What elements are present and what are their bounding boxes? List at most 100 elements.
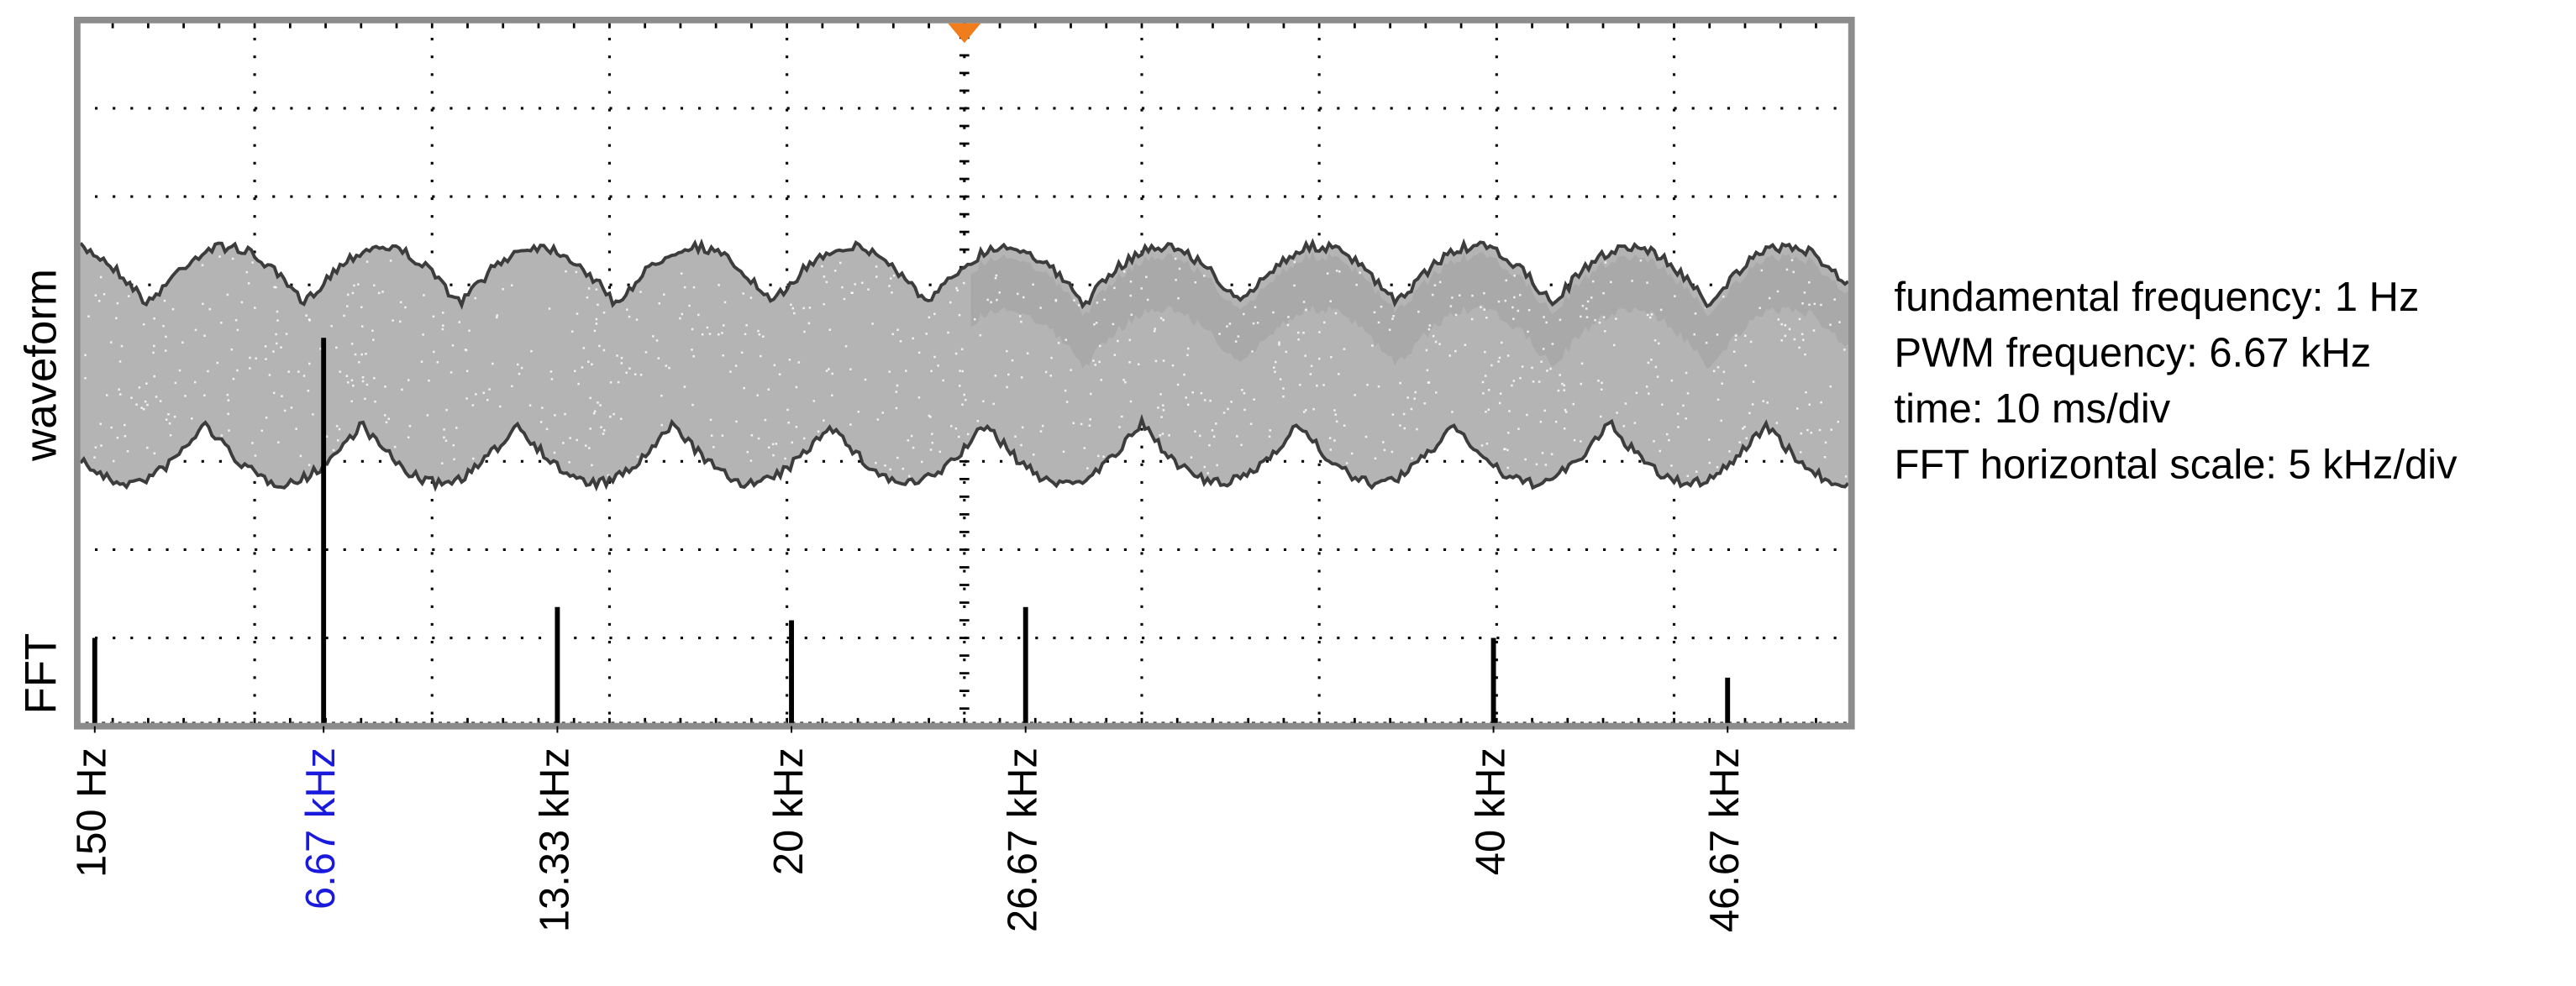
waveform-speckle — [839, 261, 842, 265]
waveform-speckle — [1487, 408, 1490, 412]
waveform-speckle — [1820, 303, 1822, 307]
waveform-speckle — [709, 418, 712, 422]
waveform-speckle — [1749, 340, 1753, 344]
waveform-speckle — [118, 360, 122, 363]
waveform-speckle — [1326, 272, 1329, 275]
waveform-speckle — [350, 343, 354, 345]
waveform-speckle — [1413, 397, 1416, 400]
waveform-speckle — [1661, 403, 1664, 406]
waveform-speckle — [465, 397, 468, 400]
waveform-speckle — [1844, 475, 1848, 478]
waveform-speckle — [982, 400, 985, 403]
waveform-speckle — [749, 296, 753, 299]
waveform-speckle — [1054, 299, 1058, 302]
waveform-speckle — [591, 464, 593, 467]
waveform-speckle — [87, 315, 90, 317]
waveform-speckle — [539, 421, 543, 423]
waveform-speckle — [1256, 322, 1259, 324]
waveform-speckle — [1018, 315, 1022, 317]
waveform-speckle — [162, 324, 165, 328]
waveform-speckle — [658, 302, 661, 305]
waveform-speckle — [1374, 457, 1377, 460]
waveform-speckle — [599, 404, 602, 406]
waveform-speckle — [1427, 328, 1431, 331]
waveform-speckle — [275, 342, 278, 345]
waveform-speckle — [193, 380, 197, 384]
waveform-speckle — [471, 404, 475, 406]
waveform-speckle — [1382, 441, 1385, 443]
waveform-speckle — [1707, 438, 1711, 441]
waveform-speckle — [118, 388, 120, 391]
waveform-speckle — [1543, 316, 1545, 318]
waveform-speckle — [584, 444, 587, 447]
waveform-speckle — [1659, 308, 1663, 312]
waveform-speckle — [757, 437, 760, 440]
waveform-speckle — [912, 337, 914, 340]
waveform-speckle — [165, 418, 168, 421]
waveform-speckle — [1293, 284, 1296, 287]
waveform-speckle — [895, 406, 898, 410]
waveform-speckle — [1738, 441, 1741, 443]
waveform-speckle — [1343, 348, 1346, 350]
waveform-speckle — [1057, 342, 1060, 344]
waveform-speckle — [1095, 322, 1098, 324]
waveform-speckle — [361, 380, 365, 383]
waveform-speckle — [1194, 430, 1196, 433]
annotation: fundamental frequency: 1 Hz — [1895, 275, 2420, 320]
waveform-speckle — [745, 323, 748, 327]
waveform-speckle — [942, 379, 944, 382]
waveform-speckle — [1784, 323, 1787, 327]
waveform-speckle — [1590, 296, 1593, 299]
waveform-speckle — [1487, 389, 1490, 391]
waveform-speckle — [1096, 454, 1100, 458]
waveform-speckle — [1513, 274, 1517, 277]
waveform-speckle — [254, 454, 257, 457]
waveform-speckle — [207, 370, 209, 373]
waveform-speckle — [1602, 291, 1605, 295]
waveform-speckle — [821, 265, 823, 268]
waveform-speckle — [1454, 313, 1458, 317]
waveform-speckle — [1425, 349, 1428, 352]
waveform-speckle — [100, 444, 103, 447]
waveform-speckle — [354, 353, 357, 356]
waveform-speckle — [1622, 425, 1626, 427]
waveform-speckle — [660, 394, 663, 397]
waveform-speckle — [1748, 412, 1751, 415]
waveform-speckle — [1335, 420, 1338, 423]
waveform-speckle — [793, 312, 796, 315]
waveform-speckle — [408, 425, 412, 427]
waveform-speckle — [1734, 338, 1737, 341]
waveform-speckle — [1098, 360, 1101, 364]
waveform-speckle — [791, 441, 794, 444]
waveform-speckle — [275, 333, 277, 336]
waveform-speckle — [146, 446, 149, 449]
waveform-speckle — [1490, 364, 1493, 367]
waveform-speckle — [600, 426, 602, 428]
waveform-speckle — [343, 314, 345, 317]
waveform-speckle — [220, 322, 223, 324]
waveform-speckle — [625, 308, 628, 311]
x-tick-label: 6.67 kHz — [298, 747, 344, 910]
waveform-speckle — [917, 396, 921, 399]
waveform-speckle — [817, 430, 820, 433]
waveform-speckle — [657, 357, 660, 359]
waveform-speckle — [502, 287, 504, 291]
waveform-speckle — [683, 385, 686, 388]
waveform-speckle — [959, 370, 961, 372]
waveform-speckle — [568, 461, 570, 464]
waveform-speckle — [899, 339, 902, 343]
waveform-speckle — [949, 425, 953, 427]
waveform-speckle — [1157, 406, 1159, 409]
waveform-speckle — [890, 277, 892, 280]
waveform-speckle — [1668, 438, 1670, 442]
waveform-speckle — [1159, 317, 1163, 320]
waveform-speckle — [1759, 307, 1761, 309]
waveform-speckle — [844, 345, 848, 348]
waveform-speckle — [828, 368, 830, 370]
waveform-speckle — [562, 442, 565, 444]
waveform-speckle — [723, 301, 727, 304]
waveform-speckle — [602, 311, 606, 314]
waveform-speckle — [607, 474, 610, 477]
waveform-speckle — [1650, 313, 1653, 316]
